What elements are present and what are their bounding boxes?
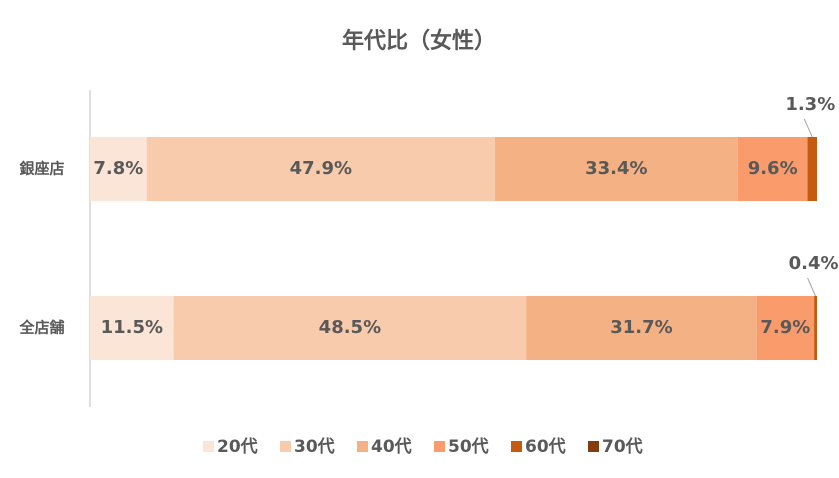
bar-segment (146, 137, 495, 201)
legend-label: 70代 (602, 436, 643, 457)
legend-swatch (203, 441, 214, 452)
leader-line (803, 118, 813, 138)
category-label: 銀座店 (19, 160, 64, 178)
bar-segment (90, 137, 147, 201)
data-label: 31.7% (610, 317, 672, 338)
data-label: 11.5% (101, 317, 163, 338)
legend-swatch (434, 441, 445, 452)
data-label: 33.4% (585, 158, 647, 179)
category-label: 全店舗 (18, 319, 64, 337)
legend-label: 60代 (525, 436, 566, 457)
data-label: 1.3% (785, 94, 835, 115)
bar-segment (90, 296, 174, 360)
data-label: 0.4% (789, 253, 839, 274)
data-label: 9.6% (748, 158, 798, 179)
leader-line (807, 277, 817, 297)
legend-swatch (357, 441, 368, 452)
data-label: 47.9% (290, 158, 352, 179)
legend-label: 40代 (371, 436, 412, 457)
legend-label: 50代 (448, 436, 489, 457)
legend-label: 20代 (217, 436, 258, 457)
data-label: 7.8% (93, 158, 143, 179)
bar-segment (737, 137, 808, 201)
legend-swatch (280, 441, 291, 452)
bar-segment (494, 137, 738, 201)
data-label: 7.9% (760, 317, 810, 338)
legend-label: 30代 (294, 436, 335, 457)
legend-swatch (511, 441, 522, 452)
bar-segment (814, 296, 817, 360)
bar-segment (173, 296, 527, 360)
chart-title: 年代比（女性） (342, 28, 496, 54)
bar-segment (526, 296, 757, 360)
bar-segment (807, 137, 817, 201)
legend-swatch (588, 441, 599, 452)
bar-segment (756, 296, 815, 360)
data-label: 48.5% (319, 317, 381, 338)
